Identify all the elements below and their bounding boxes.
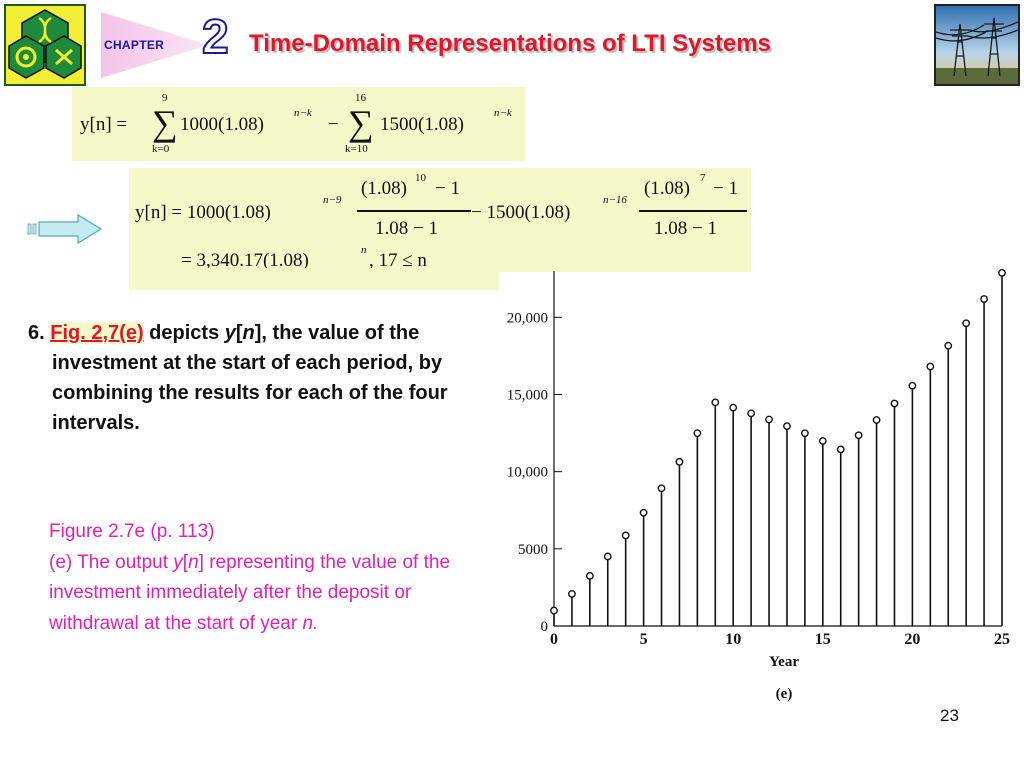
stem-point <box>944 341 953 350</box>
eq2-frac1-den: 1.08 − 1 <box>375 218 438 239</box>
stem-point <box>729 403 738 412</box>
y-tick-label: 15,000 <box>507 387 548 403</box>
stem-point <box>818 437 827 445</box>
panel-label: (e) <box>776 686 793 702</box>
x-axis-title: Year <box>769 654 799 670</box>
eq2-frac2-num-exp: 7 <box>700 172 706 184</box>
eq1-lhs: y[n] = <box>80 114 128 135</box>
eq2-exp-a: n−9 <box>323 194 342 206</box>
slide-title: Time-Domain Representations of LTI Syste… <box>249 30 771 57</box>
stem-point <box>962 319 971 328</box>
caption-line-b: ] representing the value of the investme… <box>49 551 451 634</box>
figure-caption: Figure 2.7e (p. 113) (e) The output y[n]… <box>49 517 479 639</box>
item-6-paragraph: 6. Fig. 2,7(e) depicts y[n], the value o… <box>28 318 498 438</box>
eq2-mid: − 1500(1.08) <box>471 202 571 223</box>
eq1-sum1-upper: 9 <box>162 92 168 104</box>
eq2-frac2-den: 1.08 − 1 <box>654 218 717 239</box>
stem-point <box>639 508 648 517</box>
y-tick-label: 0 <box>541 619 549 635</box>
chapter-number: 2 <box>201 11 230 64</box>
eq2-frac1-bar <box>357 210 471 212</box>
stem-chart: 0 5000 10,000 15,000 20,000 0 5 10 15 20 25 Year (e) <box>507 268 1010 702</box>
stem-point <box>998 268 1006 277</box>
caption-y: y <box>173 551 183 573</box>
eq1-sigma2: ∑ <box>348 103 374 143</box>
stem-point <box>783 422 791 431</box>
y-tick-label: 20,000 <box>507 310 548 326</box>
stem-point <box>585 571 594 580</box>
stem-point <box>890 399 899 408</box>
equation-result-box <box>129 268 499 290</box>
stem-point <box>621 531 630 540</box>
item-y: y <box>224 322 236 344</box>
eq1-exp2: n−k <box>494 107 512 119</box>
y-tick-label: 10,000 <box>507 465 548 481</box>
power-lines-photo <box>934 4 1020 86</box>
eq2-frac2-num-tail: − 1 <box>713 178 738 199</box>
stem-point <box>693 429 702 438</box>
eq1-sum1-lower: k=0 <box>152 143 170 155</box>
item-text-b: ], the value of the investment at the st… <box>52 322 448 434</box>
stem-point <box>908 381 917 390</box>
eq2-result-exp: n <box>361 244 367 256</box>
stem-point <box>747 409 756 418</box>
caption-n: n <box>188 551 199 573</box>
x-tick-label: 20 <box>904 631 920 648</box>
caption-period: . <box>313 612 319 634</box>
caption-line-a: (e) The output <box>49 551 174 573</box>
stem-point <box>836 445 845 454</box>
stem-point <box>872 416 881 424</box>
stem-point <box>711 398 720 407</box>
chapter-label: CHAPTER <box>104 38 165 52</box>
eq2-lhs: y[n] = 1000(1.08) <box>135 202 271 223</box>
eq2-frac1-num-exp: 10 <box>415 172 426 184</box>
item-n: n <box>242 322 255 344</box>
eq2-result: = 3,340.17(1.08) <box>181 250 309 271</box>
caption-bracket: [ <box>182 551 189 573</box>
stem-point <box>926 362 935 371</box>
university-logo <box>4 4 86 86</box>
stem-point <box>800 429 809 438</box>
stem-point <box>657 484 666 493</box>
eq1-term2: 1500(1.08) <box>380 114 464 135</box>
y-tick-label: 5000 <box>518 542 548 558</box>
eq1-exp1: n−k <box>294 107 312 119</box>
figure-link[interactable]: Fig. 2,7(e) <box>50 322 144 344</box>
chapter-tab-shape <box>101 12 209 78</box>
stem-point <box>854 431 863 440</box>
right-arrow-icon <box>27 213 103 245</box>
eq1-minus: − <box>328 114 339 135</box>
eq2-frac2-num: (1.08) <box>644 178 690 199</box>
stem-point <box>550 606 558 615</box>
stem-point <box>980 295 988 303</box>
stem-point <box>568 589 576 598</box>
x-tick-label: 25 <box>994 631 1010 648</box>
page-number: 23 <box>940 706 959 725</box>
eq2-frac2-bar <box>639 210 747 212</box>
caption-title: Figure 2.7e (p. 113) <box>49 521 215 542</box>
eq1-term1: 1000(1.08) <box>180 114 264 135</box>
caption-n-end: n <box>302 612 314 634</box>
item-text-a: depicts <box>143 322 225 344</box>
stem-point <box>765 415 773 424</box>
item-bracket: [ <box>235 322 243 344</box>
eq2-condition: , 17 ≤ n <box>369 250 427 271</box>
equation-sum-box: y[n] = 9 ∑ k=0 1000(1.08) n−k − 16 ∑ k=1… <box>72 87 525 161</box>
eq1-sum2-lower: k=10 <box>345 143 368 155</box>
x-tick-label: 5 <box>640 631 648 648</box>
stem-point <box>675 457 684 466</box>
eq2-frac1-num-tail: − 1 <box>435 178 460 199</box>
eq1-sum2-upper: 16 <box>355 92 366 104</box>
equation-closed-form-box: y[n] = 1000(1.08) n−9 (1.08) 10 − 1 1.08… <box>129 168 751 272</box>
eq2-frac1-num: (1.08) <box>361 178 407 199</box>
x-tick-label: 0 <box>550 631 558 648</box>
x-tick-label: 10 <box>725 631 741 648</box>
eq1-sigma1: ∑ <box>152 103 178 143</box>
eq2-exp-b: n−16 <box>603 194 627 206</box>
x-tick-label: 15 <box>815 631 831 648</box>
item-number: 6. <box>28 322 45 344</box>
stem-point <box>603 552 612 561</box>
